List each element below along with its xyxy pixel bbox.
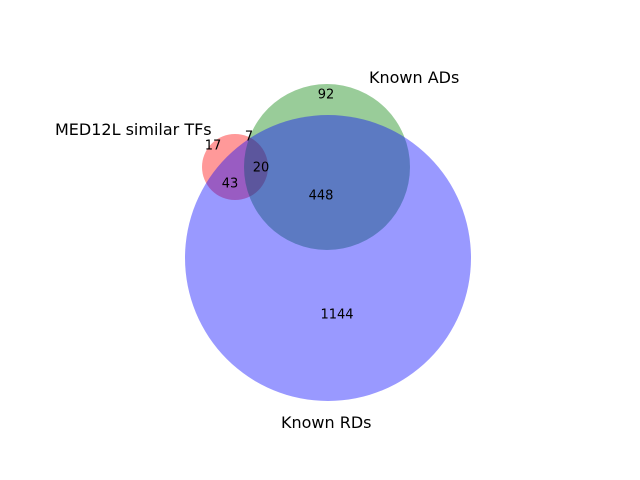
circle-known-ads: [244, 84, 410, 250]
region-count-ads-only: 92: [318, 88, 335, 103]
circle-med12l-similar-tfs: [202, 134, 268, 200]
circle-known-rds: [185, 115, 471, 401]
region-count-med12l-rds: 43: [222, 177, 239, 192]
set-label-known-rds: Known RDs: [281, 413, 372, 432]
region-count-rds-only: 1144: [320, 308, 353, 323]
region-count-ads-rds: 448: [309, 189, 334, 204]
venn-circles: [185, 84, 471, 401]
venn-labels: MED12L similar TFs Known ADs Known RDs 1…: [55, 68, 459, 432]
set-label-known-ads: Known ADs: [369, 68, 459, 87]
region-count-med12l-ads: 7: [245, 130, 253, 145]
set-label-med12l: MED12L similar TFs: [55, 120, 212, 139]
region-count-med12l-only: 17: [205, 139, 222, 154]
region-count-all-three: 20: [253, 161, 270, 176]
